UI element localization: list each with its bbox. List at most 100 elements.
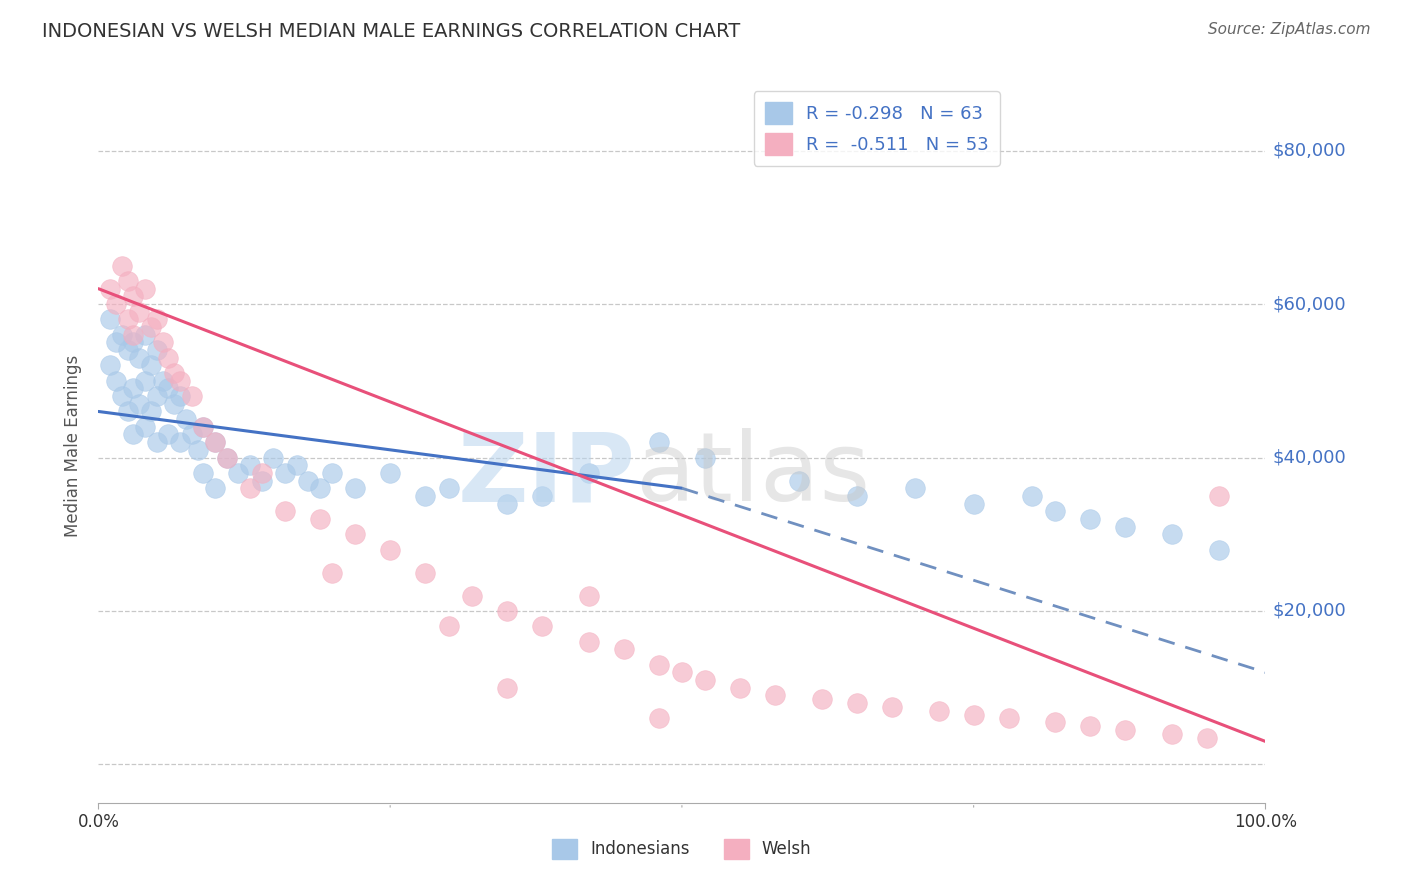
Point <box>928 704 950 718</box>
Point <box>122 427 145 442</box>
Point <box>215 450 238 465</box>
Point <box>846 696 869 710</box>
Point <box>98 282 121 296</box>
Point <box>496 604 519 618</box>
Point <box>997 711 1019 725</box>
Point <box>134 282 156 296</box>
Point <box>1208 489 1230 503</box>
Point <box>204 435 226 450</box>
Point <box>157 427 180 442</box>
Text: Source: ZipAtlas.com: Source: ZipAtlas.com <box>1208 22 1371 37</box>
Point <box>146 343 169 357</box>
Point <box>962 497 984 511</box>
Point <box>496 681 519 695</box>
Point <box>1045 715 1067 730</box>
Point <box>904 481 927 495</box>
Point <box>309 512 332 526</box>
Point <box>128 397 150 411</box>
Point <box>122 381 145 395</box>
Point <box>193 419 215 434</box>
Point <box>146 389 169 403</box>
Text: $20,000: $20,000 <box>1272 602 1346 620</box>
Point <box>215 450 238 465</box>
Point <box>193 419 215 434</box>
Point <box>134 327 156 342</box>
Point <box>787 474 810 488</box>
Point <box>297 474 319 488</box>
Point <box>239 458 262 473</box>
Point <box>98 312 121 326</box>
Point <box>180 427 202 442</box>
Point <box>1080 512 1102 526</box>
Point <box>413 566 436 580</box>
Point <box>1114 519 1136 533</box>
Point <box>1045 504 1067 518</box>
Point <box>122 335 145 350</box>
Legend: Indonesians, Welsh: Indonesians, Welsh <box>546 832 818 866</box>
Point <box>309 481 332 495</box>
Point <box>157 351 180 365</box>
Text: $80,000: $80,000 <box>1272 142 1346 160</box>
Point <box>496 497 519 511</box>
Point <box>730 681 752 695</box>
Point <box>111 259 134 273</box>
Point <box>250 466 273 480</box>
Point <box>163 366 186 380</box>
Point <box>128 351 150 365</box>
Point <box>250 474 273 488</box>
Text: INDONESIAN VS WELSH MEDIAN MALE EARNINGS CORRELATION CHART: INDONESIAN VS WELSH MEDIAN MALE EARNINGS… <box>42 22 741 41</box>
Point <box>122 289 145 303</box>
Point <box>117 312 139 326</box>
Point <box>1021 489 1043 503</box>
Point <box>134 374 156 388</box>
Point <box>157 381 180 395</box>
Point <box>104 297 127 311</box>
Point <box>461 589 484 603</box>
Point <box>134 419 156 434</box>
Point <box>228 466 250 480</box>
Point <box>285 458 308 473</box>
Point <box>180 389 202 403</box>
Point <box>163 397 186 411</box>
Point <box>578 589 600 603</box>
Text: atlas: atlas <box>636 428 870 521</box>
Point <box>139 320 162 334</box>
Point <box>193 466 215 480</box>
Point <box>647 711 669 725</box>
Point <box>174 412 197 426</box>
Point <box>204 481 226 495</box>
Point <box>578 466 600 480</box>
Point <box>811 692 834 706</box>
Point <box>380 466 402 480</box>
Point <box>139 359 162 373</box>
Point <box>846 489 869 503</box>
Text: $60,000: $60,000 <box>1272 295 1346 313</box>
Point <box>152 374 174 388</box>
Point <box>262 450 284 465</box>
Text: $40,000: $40,000 <box>1272 449 1346 467</box>
Point <box>695 450 717 465</box>
Point <box>117 404 139 418</box>
Point <box>962 707 984 722</box>
Point <box>104 374 127 388</box>
Point <box>321 566 343 580</box>
Point <box>437 481 460 495</box>
Point <box>239 481 262 495</box>
Point <box>1161 527 1184 541</box>
Point <box>1114 723 1136 737</box>
Point <box>104 335 127 350</box>
Point <box>204 435 226 450</box>
Point <box>1080 719 1102 733</box>
Point <box>530 619 553 633</box>
Point <box>695 673 717 687</box>
Point <box>117 343 139 357</box>
Point <box>146 312 169 326</box>
Point <box>274 466 297 480</box>
Point <box>880 699 903 714</box>
Point <box>169 435 191 450</box>
Point <box>530 489 553 503</box>
Point <box>169 389 191 403</box>
Point <box>647 657 669 672</box>
Point <box>98 359 121 373</box>
Point <box>274 504 297 518</box>
